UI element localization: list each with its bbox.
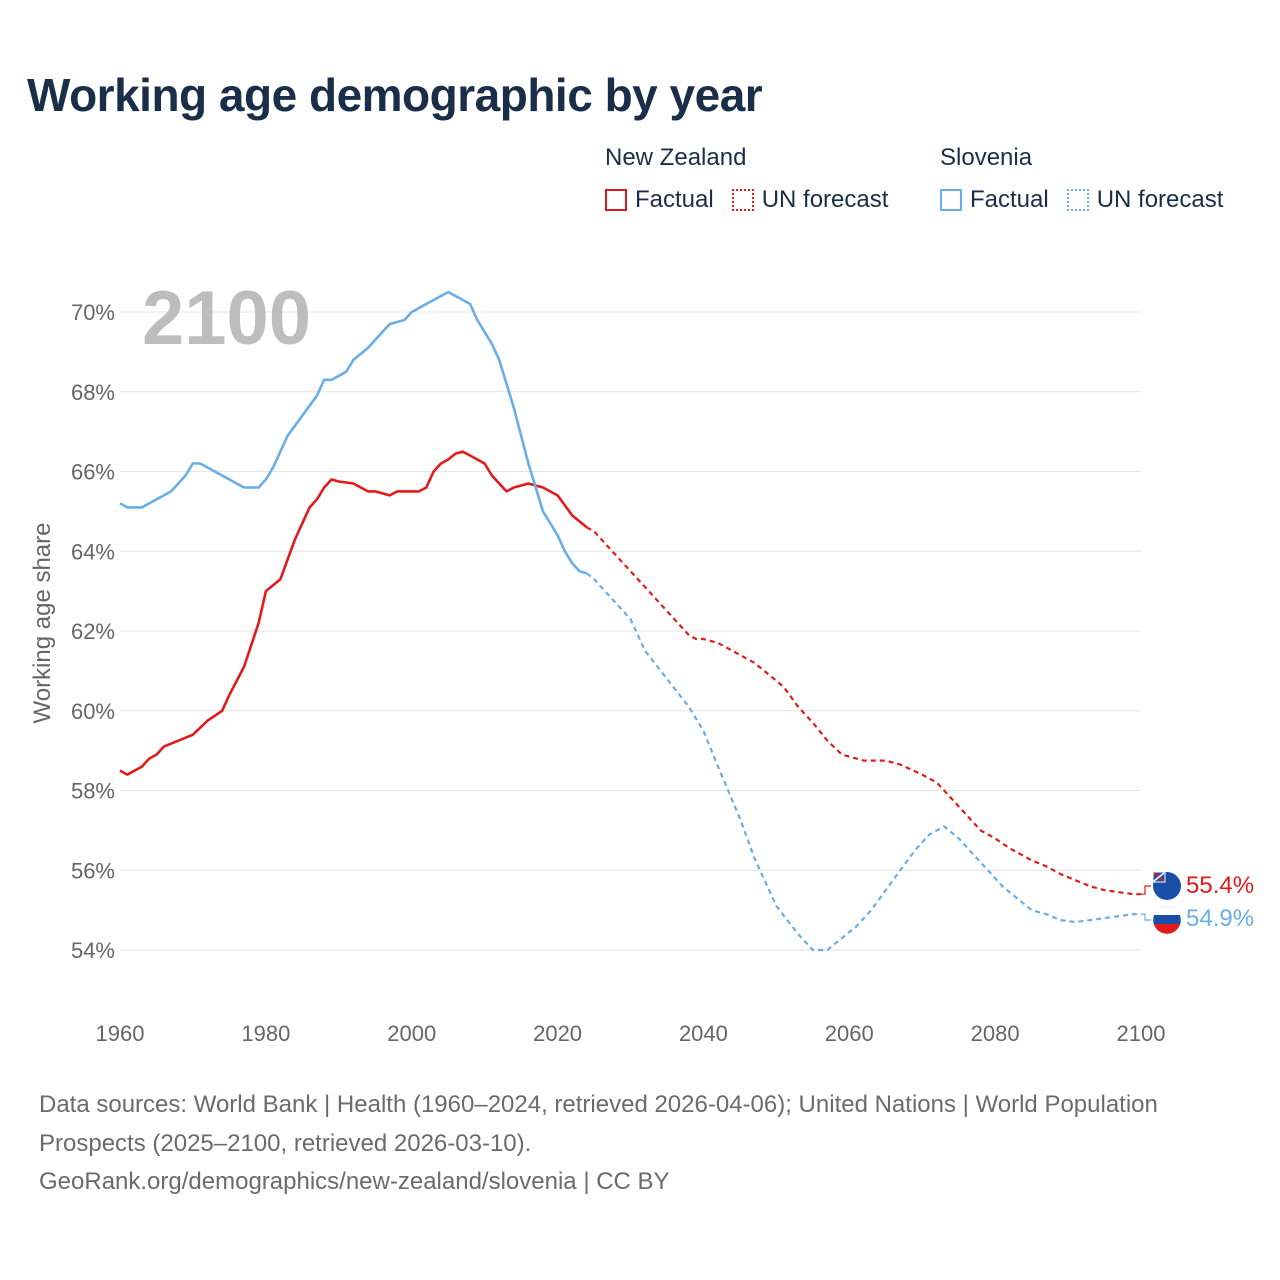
legend-label-nz-factual[interactable]: Factual	[635, 186, 714, 213]
y-tick-label: 66%	[71, 460, 115, 485]
series-connector-slovenia	[1141, 913, 1151, 921]
legend-swatch-si-factual[interactable]	[940, 189, 962, 211]
end-value-slovenia: 54.9%	[1186, 905, 1254, 932]
y-tick-label: 58%	[71, 779, 115, 804]
slovenia-flag-icon	[1152, 905, 1182, 935]
y-tick-label: 70%	[71, 300, 115, 325]
x-tick-label: 2060	[825, 1021, 874, 1046]
line-chart: 54% 56% 58% 60% 62% 64% 66% 68% 70% 1960 1980 2000…	[29, 276, 1254, 1046]
series-group	[119, 290, 1151, 952]
series-connector-new-zealand	[1141, 885, 1151, 895]
series-line-new-zealand-factual[interactable]	[119, 450, 588, 776]
series-line-slovenia-forecast[interactable]	[586, 572, 1141, 952]
y-axis-title: Working age share	[29, 523, 56, 724]
legend-group-new-zealand: New Zealand Factual UN forecast	[605, 144, 906, 214]
x-tick-label: 1980	[241, 1021, 290, 1046]
end-markers	[1152, 871, 1182, 935]
x-axis: 1960 1980 2000 2020 2040 2060 2080 2100	[96, 1021, 1166, 1046]
x-tick-label: 2100	[1117, 1021, 1166, 1046]
x-tick-label: 2040	[679, 1021, 728, 1046]
legend-label-si-forecast[interactable]: UN forecast	[1096, 186, 1224, 213]
x-tick-label: 2020	[533, 1021, 582, 1046]
legend-country-slovenia: Slovenia	[940, 144, 1033, 171]
x-tick-label: 1960	[96, 1021, 145, 1046]
legend-swatch-nz-forecast[interactable]	[731, 189, 754, 211]
legend-label-si-factual[interactable]: Factual	[970, 186, 1049, 213]
legend-country-new-zealand: New Zealand	[605, 144, 747, 171]
y-tick-label: 54%	[71, 938, 115, 963]
legend-group-slovenia: Slovenia Factual UN forecast	[940, 144, 1241, 214]
year-display: 2100	[142, 276, 311, 361]
series-line-slovenia-factual[interactable]	[119, 290, 588, 575]
grid	[120, 311, 1141, 951]
y-tick-label: 62%	[71, 619, 115, 644]
legend-swatch-nz-factual[interactable]	[605, 189, 627, 211]
end-value-new-zealand: 55.4%	[1186, 872, 1254, 899]
legend-label-nz-forecast[interactable]: UN forecast	[761, 186, 889, 213]
y-tick-label: 60%	[71, 699, 115, 724]
x-tick-label: 2080	[971, 1021, 1020, 1046]
data-sources-text: Data sources: World Bank | Health (1960–…	[39, 1091, 1158, 1157]
footer: Data sources: World Bank | Health (1960–…	[39, 1086, 1239, 1202]
legend-swatch-si-forecast[interactable]	[1066, 189, 1089, 211]
new-zealand-flag-icon	[1152, 871, 1181, 900]
y-axis: 54% 56% 58% 60% 62% 64% 66% 68% 70%	[71, 300, 115, 963]
attribution-link[interactable]: GeoRank.org/demographics/new-zealand/slo…	[39, 1168, 670, 1195]
y-tick-label: 56%	[71, 858, 115, 883]
y-tick-label: 68%	[71, 380, 115, 405]
x-tick-label: 2000	[387, 1021, 436, 1046]
y-tick-label: 64%	[71, 539, 115, 564]
chart-title: Working age demographic by year	[27, 69, 763, 121]
